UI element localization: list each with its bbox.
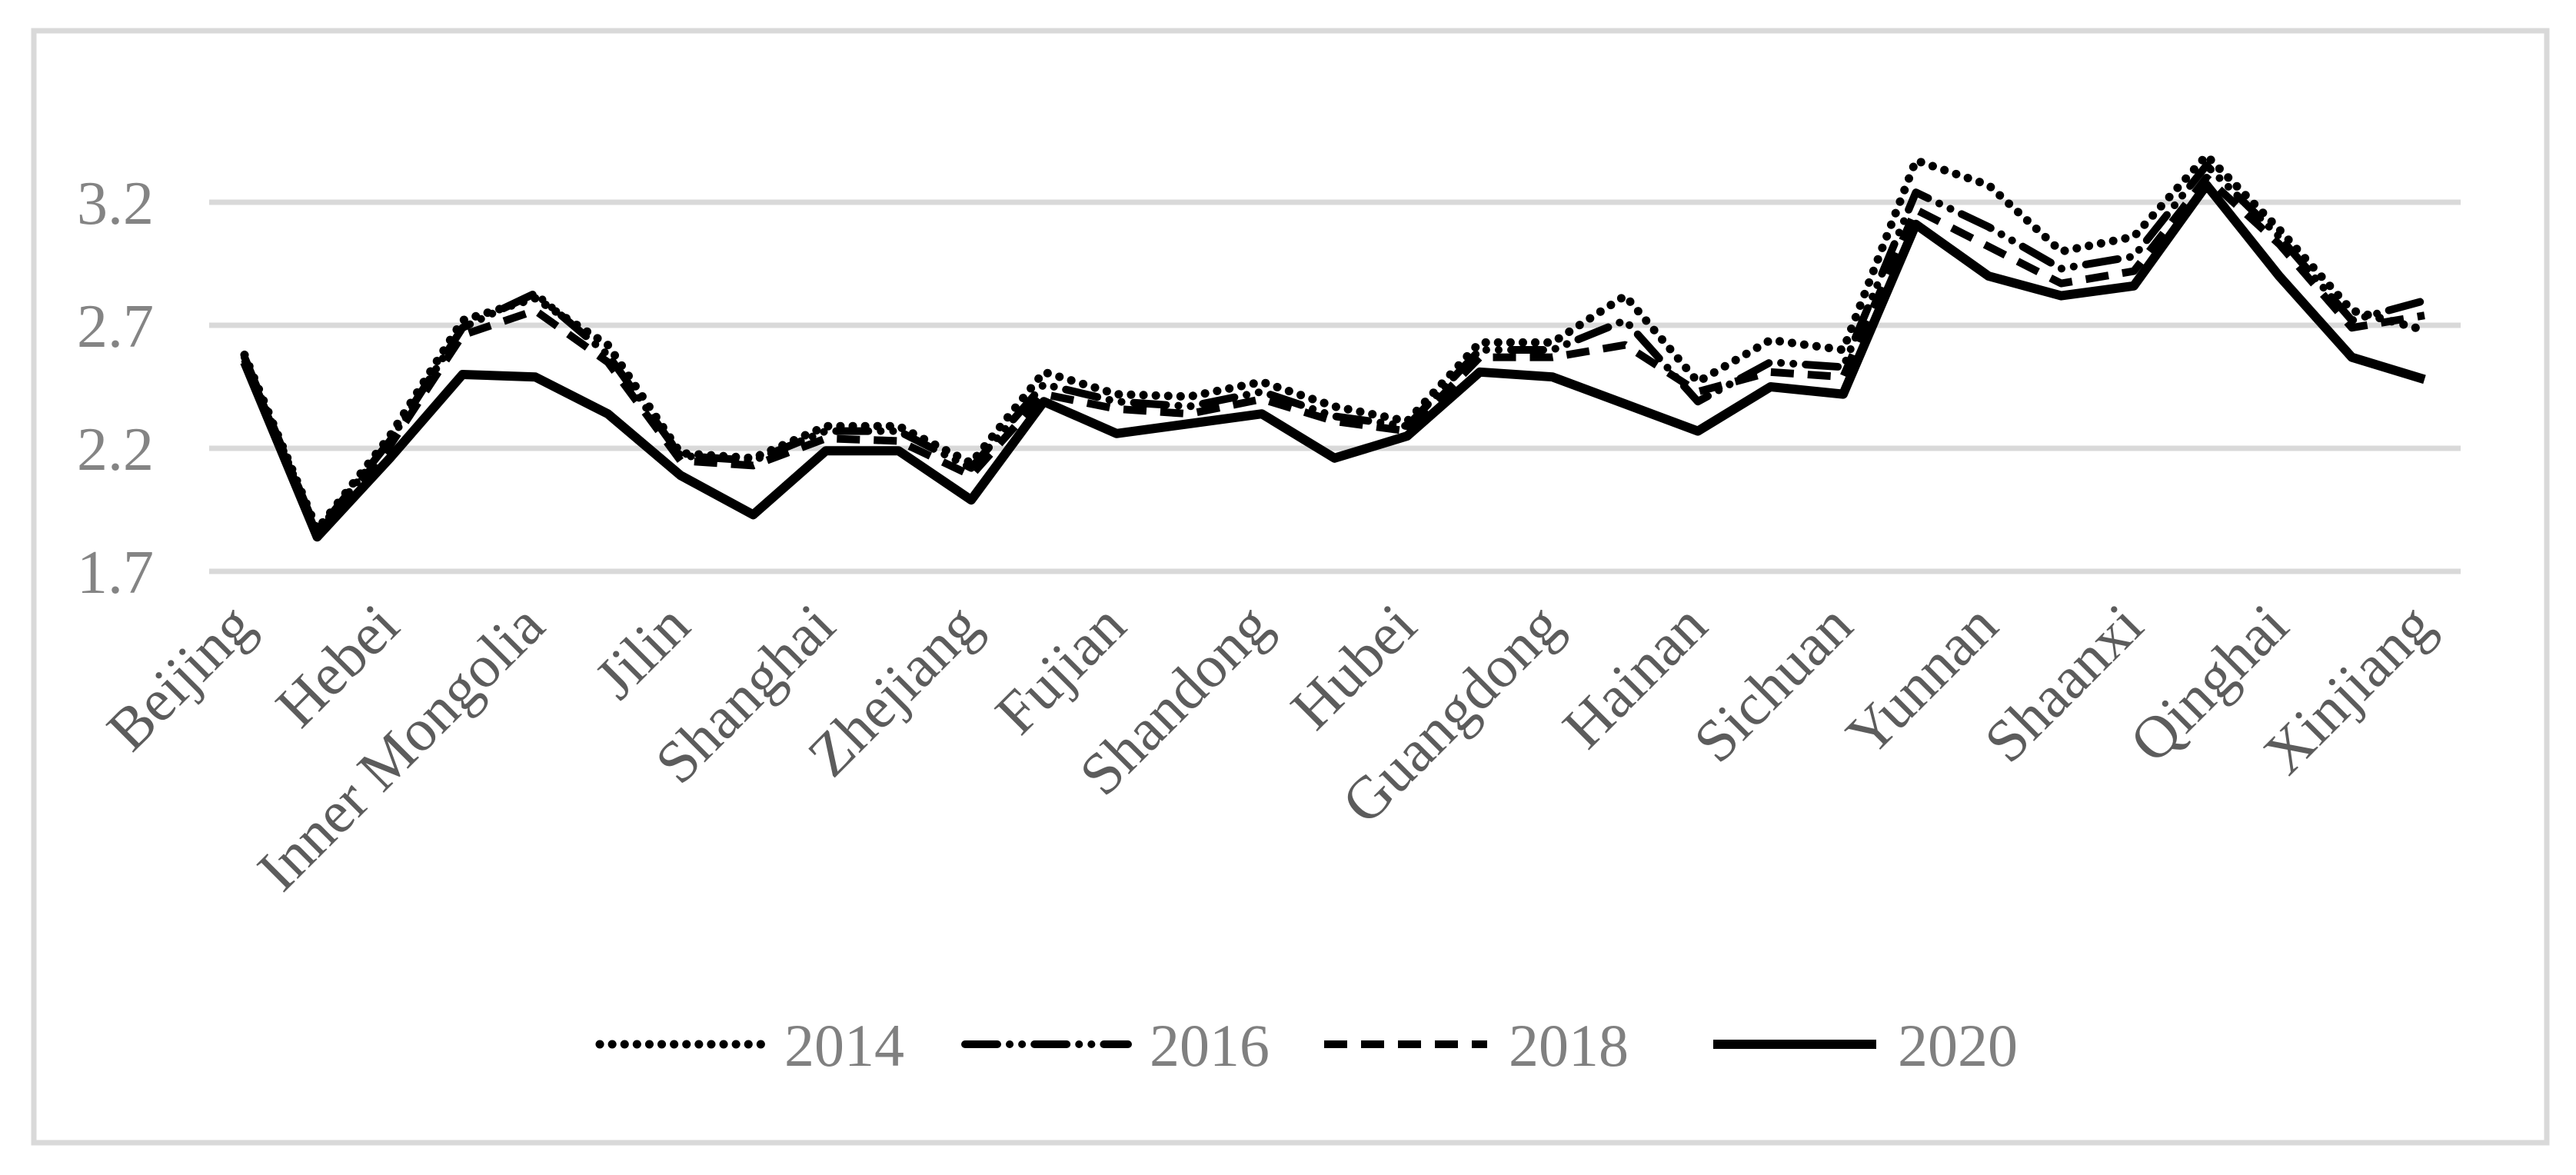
series-line-2018 [241, 174, 2425, 538]
x-tick-label-beijing: Beijing [94, 591, 266, 764]
legend-label-2018: 2018 [1509, 1012, 1629, 1079]
y-tick-label: 3.2 [77, 170, 154, 238]
y-tick-label: 2.7 [77, 293, 154, 361]
x-tick-label-sichuan: Sichuan [1681, 591, 1865, 775]
x-tick-label-shaanxi: Shaanxi [1972, 591, 2155, 775]
y-tick-label: 2.2 [77, 416, 154, 484]
series-line-2016 [241, 161, 2428, 536]
legend-label-2016: 2016 [1150, 1012, 1270, 1079]
y-tick-label: 1.7 [77, 539, 154, 607]
legend-label-2014: 2014 [784, 1012, 904, 1079]
x-tick-label-jilin: Jilin [581, 591, 702, 712]
legend-label-2020: 2020 [1898, 1012, 2018, 1079]
chart-border [31, 28, 2550, 1146]
x-tick-label-yunnan: Yunnan [1833, 591, 2010, 768]
series-line-2014 [240, 151, 2429, 534]
series-line-2020 [240, 180, 2426, 542]
